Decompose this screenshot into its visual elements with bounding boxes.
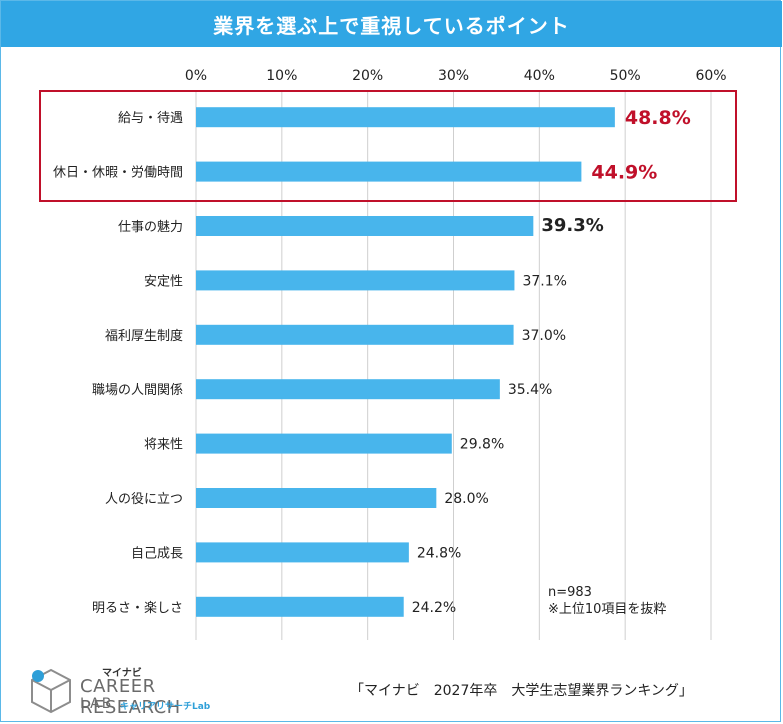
chart-title: 業界を選ぶ上で重視しているポイント xyxy=(1,1,782,47)
value-label: 37.1% xyxy=(522,273,566,289)
x-tick-label: 50% xyxy=(610,68,641,84)
bar xyxy=(196,270,515,291)
value-label: 37.0% xyxy=(522,328,566,344)
category-label: 仕事の魅力 xyxy=(118,220,183,235)
bar xyxy=(196,161,582,182)
source-label: 「マイナビ 2027年卒 大学生志望業界ランキング」 xyxy=(350,683,693,699)
category-label: 将来性 xyxy=(144,438,183,453)
highlight-box xyxy=(39,90,737,202)
x-tick-label: 40% xyxy=(524,68,555,84)
value-label: 48.8% xyxy=(625,107,691,129)
category-label: 安定性 xyxy=(144,274,183,289)
category-label: 自己成長 xyxy=(131,546,183,561)
bar xyxy=(196,324,514,345)
value-label: 29.8% xyxy=(460,437,504,453)
logo-line2: LAB xyxy=(80,696,114,712)
value-label: 35.4% xyxy=(508,382,552,398)
category-label: 職場の人間関係 xyxy=(92,383,183,398)
value-label: 44.9% xyxy=(591,162,657,184)
value-label: 39.3% xyxy=(541,215,603,236)
category-label: 休日・休暇・労働時間 xyxy=(53,166,183,181)
category-label: 福利厚生制度 xyxy=(105,328,183,344)
bar xyxy=(196,379,500,400)
bar xyxy=(196,216,534,236)
cube-logo-icon xyxy=(31,668,71,714)
x-tick-label: 20% xyxy=(352,68,383,84)
logo-sub: キャリアリサーチLab xyxy=(120,702,211,712)
bar xyxy=(196,107,615,128)
x-tick-label: 60% xyxy=(695,68,726,84)
sample-size: n=983 xyxy=(548,585,592,600)
category-label: 明るさ・楽しさ xyxy=(92,600,183,616)
logo-line1: CAREER RESEARCH xyxy=(80,676,181,718)
x-tick-label: 0% xyxy=(185,68,207,84)
bar xyxy=(196,488,437,508)
top-items-note: ※上位10項目を抜粋 xyxy=(548,602,667,617)
value-label: 24.8% xyxy=(417,545,461,561)
career-research-lab-logo: マイナビ CAREER RESEARCH LAB キャリアリサーチLab xyxy=(26,664,256,718)
bar xyxy=(196,433,452,454)
chart-note: n=983 ※上位10項目を抜粋 xyxy=(548,584,666,618)
x-tick-label: 10% xyxy=(266,68,297,84)
category-label: 給与・待遇 xyxy=(118,111,183,126)
logo-mynavi: マイナビ xyxy=(102,668,142,679)
value-label: 24.2% xyxy=(412,600,456,616)
category-label: 人の役に立つ xyxy=(105,492,183,507)
x-tick-label: 30% xyxy=(438,68,469,84)
value-label: 28.0% xyxy=(444,491,488,507)
bar xyxy=(196,542,409,563)
bar xyxy=(196,596,404,617)
